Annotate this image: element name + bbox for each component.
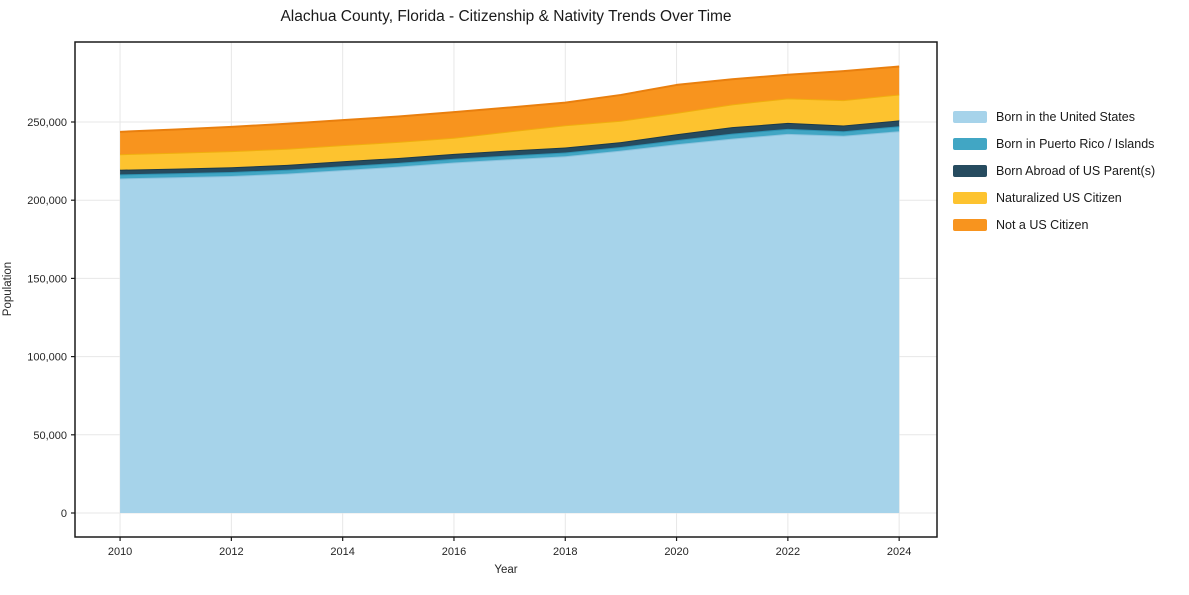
y-tick-label: 200,000 xyxy=(27,195,67,207)
legend-swatch-icon xyxy=(953,137,987,150)
legend-item-2: Born Abroad of US Parent(s) xyxy=(953,157,1155,184)
x-axis-title: Year xyxy=(494,564,518,576)
legend-label: Born in Puerto Rico / Islands xyxy=(996,136,1155,151)
legend-item-3: Naturalized US Citizen xyxy=(953,184,1155,211)
plot-frame xyxy=(74,41,938,538)
legend-label: Not a US Citizen xyxy=(996,217,1089,232)
legend-swatch-icon xyxy=(953,191,987,204)
x-tick-label: 2016 xyxy=(442,546,466,558)
legend-swatch-icon xyxy=(953,164,987,177)
legend-item-1: Born in Puerto Rico / Islands xyxy=(953,130,1155,157)
area-edge-series-4 xyxy=(120,65,900,133)
legend-swatch-icon xyxy=(953,110,987,123)
legend-item-0: Born in the United States xyxy=(953,103,1155,130)
area-series-0 xyxy=(120,131,900,514)
area-series-2 xyxy=(120,120,900,175)
x-tick-label: 2022 xyxy=(776,546,800,558)
x-tick-label: 2010 xyxy=(108,546,132,558)
y-tick-label: 250,000 xyxy=(27,117,67,129)
x-tick-label: 2020 xyxy=(664,546,688,558)
y-tick-label: 0 xyxy=(61,508,67,520)
y-tick-label: 50,000 xyxy=(33,430,67,442)
x-tick-label: 2018 xyxy=(553,546,577,558)
legend-label: Naturalized US Citizen xyxy=(996,190,1122,205)
area-series-4 xyxy=(120,66,900,155)
x-tick-label: 2014 xyxy=(330,546,354,558)
legend-label: Born Abroad of US Parent(s) xyxy=(996,163,1156,178)
area-series-1 xyxy=(120,126,900,179)
chart-title: Alachua County, Florida - Citizenship & … xyxy=(280,8,732,25)
y-tick-label: 150,000 xyxy=(27,273,67,285)
legend-swatch-icon xyxy=(953,218,987,231)
legend-item-4: Not a US Citizen xyxy=(953,211,1155,238)
x-tick-label: 2024 xyxy=(887,546,911,558)
chart-legend: Born in the United States Born in Puerto … xyxy=(953,103,1155,238)
y-axis-title: Population xyxy=(2,261,14,317)
x-tick-label: 2012 xyxy=(219,546,243,558)
y-tick-label: 100,000 xyxy=(27,352,67,364)
legend-label: Born in the United States xyxy=(996,109,1135,124)
